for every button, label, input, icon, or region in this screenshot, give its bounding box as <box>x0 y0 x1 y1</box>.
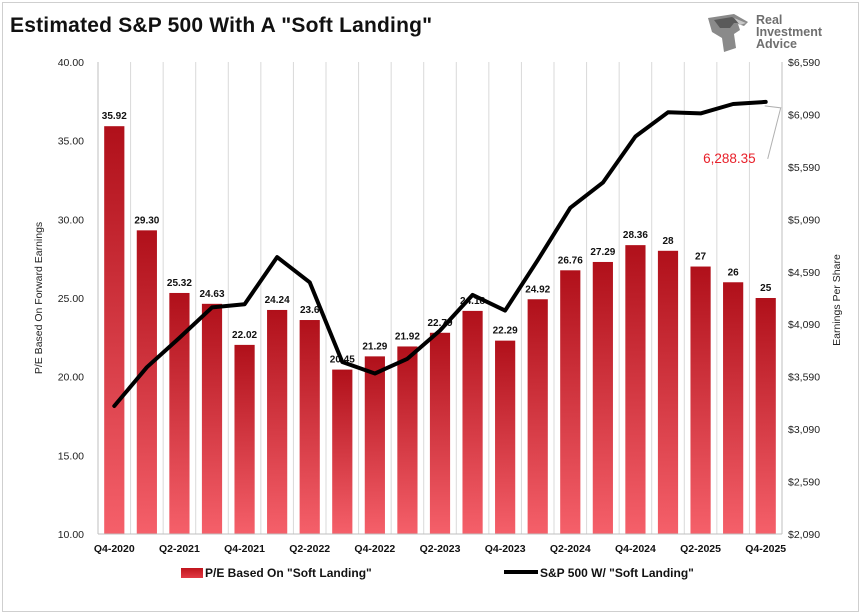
x-tick-label: Q2-2022 <box>289 543 330 555</box>
bar-value-label: 21.92 <box>395 331 420 342</box>
y-right-tick-label: $2,090 <box>788 529 820 541</box>
y-left-tick-label: 10.00 <box>58 529 84 541</box>
x-tick-label: Q4-2024 <box>615 543 656 555</box>
x-tick-label: Q4-2022 <box>354 543 395 555</box>
bar-value-label: 27.29 <box>590 247 615 258</box>
brand-logo: Real Investment Advice <box>704 8 844 58</box>
bar <box>495 340 516 534</box>
bar-value-label: 23.6 <box>300 305 320 316</box>
bar <box>657 250 679 535</box>
grid-lines <box>97 62 783 534</box>
y-right-tick-label: $4,590 <box>788 267 820 279</box>
bar <box>625 245 646 535</box>
x-tick-label: Q4-2023 <box>485 543 526 555</box>
eagle-head-icon <box>708 14 748 52</box>
bar <box>299 320 320 534</box>
bar-value-label: 29.30 <box>134 215 159 226</box>
axes: 10.00 15.00 20.00 25.00 30.00 35.00 40.00 $2,09… <box>33 57 843 555</box>
y-right-tick-label: $5,590 <box>788 162 820 174</box>
bar-value-label: 26.76 <box>558 255 583 266</box>
x-tick-label: Q2-2023 <box>420 543 461 555</box>
annotation-label: 6,288.35 <box>703 151 756 166</box>
bar <box>462 310 483 534</box>
bar <box>723 282 744 534</box>
y-left-tick-label: 40.00 <box>58 57 84 69</box>
line-series <box>112 99 768 408</box>
legend-label-bars: P/E Based On "Soft Landing" <box>205 566 372 580</box>
bar <box>429 332 451 534</box>
x-tick-label: Q2-2024 <box>550 543 591 555</box>
y-right-tick-label: $3,590 <box>788 372 820 384</box>
y-right-tick-label: $4,090 <box>788 319 820 331</box>
bar-value-label: 25 <box>760 283 772 294</box>
annotation-leader-line <box>764 105 782 159</box>
legend-swatch-line <box>504 570 538 574</box>
bar <box>267 309 288 534</box>
brand-line-2: Investment <box>756 25 822 39</box>
bar-value-label: 22.02 <box>232 330 257 341</box>
bar <box>527 299 548 534</box>
legend-item-bars: P/E Based On "Soft Landing" <box>181 566 372 580</box>
bar <box>690 266 711 534</box>
bar-value-label: 24.92 <box>525 284 550 295</box>
y-left-tick-label: 25.00 <box>58 293 84 305</box>
y-left-axis-label: P/E Based On Forward Earnings <box>33 222 45 374</box>
bar <box>364 356 385 534</box>
x-tick-label: Q2-2025 <box>680 543 721 555</box>
bar <box>332 369 353 534</box>
x-tick-label: Q4-2025 <box>745 543 786 555</box>
y-right-tick-label: $5,090 <box>788 214 820 226</box>
chart-title: Estimated S&P 500 With A "Soft Landing" <box>10 14 433 37</box>
y-right-axis-label: Earnings Per Share <box>831 254 843 346</box>
y-left-tick-label: 35.00 <box>58 136 84 148</box>
bar <box>592 261 613 534</box>
bar-value-label: 26 <box>728 267 740 278</box>
x-tick-label: Q4-2020 <box>94 543 135 555</box>
bar <box>397 346 418 534</box>
bar <box>560 270 581 534</box>
y-left-tick-label: 30.00 <box>58 214 84 226</box>
bar-value-label: 24.24 <box>265 295 290 306</box>
legend-label-line: S&P 500 W/ "Soft Landing" <box>540 566 694 580</box>
annotation: 6,288.35 <box>703 105 782 166</box>
bar-value-label: 25.32 <box>167 278 192 289</box>
y-right-tick-label: $3,090 <box>788 424 820 436</box>
bar-value-label: 22.79 <box>427 318 452 329</box>
bar-value-label: 35.92 <box>102 111 127 122</box>
legend-swatch-bar <box>181 568 203 578</box>
bar <box>169 292 190 534</box>
bar-value-label: 21.29 <box>362 341 387 352</box>
bar-value-label: 28.36 <box>623 230 648 241</box>
x-tick-label: Q2-2021 <box>159 543 200 555</box>
bar-value-labels: 35.9229.3025.3224.6322.0224.2423.620.452… <box>102 111 772 365</box>
y-right-tick-label: $6,590 <box>788 57 820 69</box>
y-left-tick-label: 20.00 <box>58 372 84 384</box>
bar-value-label: 24.63 <box>199 289 224 300</box>
brand-line-3: Advice <box>756 37 797 51</box>
sp500-line <box>112 99 768 408</box>
brand-line-1: Real <box>756 13 783 27</box>
bar <box>201 303 223 534</box>
bar-value-label: 27 <box>695 252 707 263</box>
y-left-tick-label: 15.00 <box>58 450 84 462</box>
bar-value-label: 22.29 <box>493 326 518 337</box>
bar-value-label: 24.18 <box>460 296 485 307</box>
bar-value-label: 28 <box>662 236 674 247</box>
y-right-tick-label: $2,590 <box>788 477 820 489</box>
legend-item-line: S&P 500 W/ "Soft Landing" <box>504 566 694 580</box>
bar <box>234 344 255 534</box>
bar <box>755 298 776 534</box>
bar <box>136 230 157 534</box>
bar-series <box>104 126 776 535</box>
y-right-tick-label: $6,090 <box>788 109 820 121</box>
x-tick-label: Q4-2021 <box>224 543 265 555</box>
bar <box>104 126 125 534</box>
